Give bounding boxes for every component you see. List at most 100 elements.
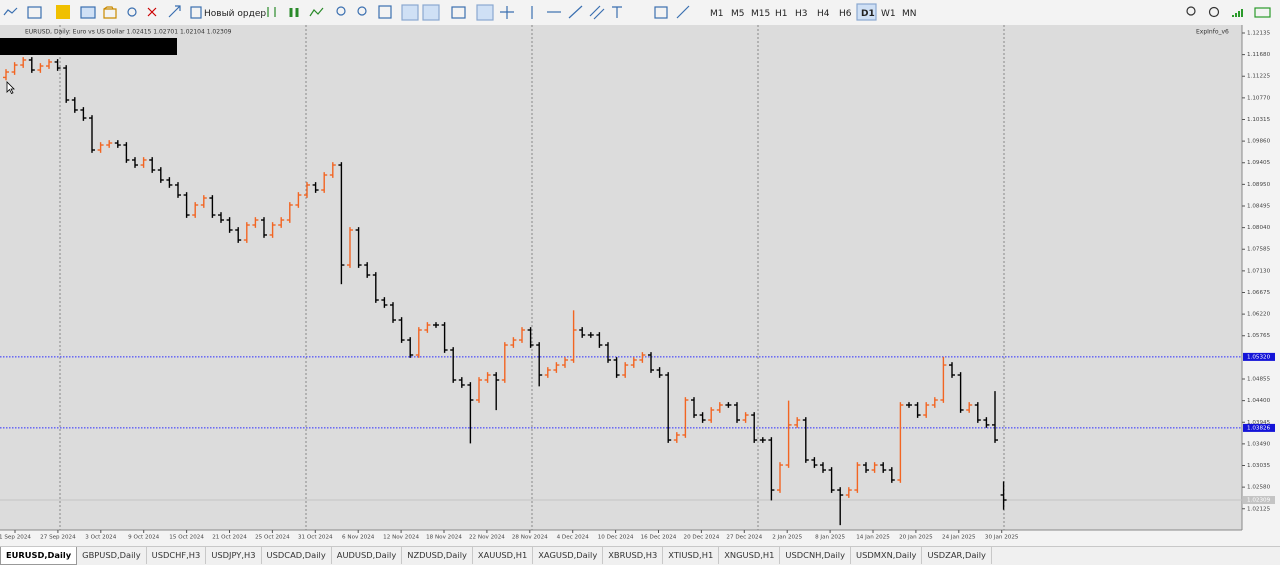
y-tick-label: 1.03945	[1247, 420, 1271, 426]
line-icon[interactable]	[309, 7, 324, 17]
current-price-box	[1243, 496, 1275, 505]
mouse-cursor	[6, 81, 15, 95]
timeframe-button[interactable]: M15	[751, 9, 770, 19]
signal-icon	[1232, 9, 1243, 17]
chart-type-icon[interactable]	[3, 7, 18, 16]
x-tick-label: 30 Jan 2025	[985, 535, 1019, 541]
plot-area	[0, 25, 1242, 530]
symbol-tab[interactable]: USDCHF,H3	[147, 547, 207, 564]
overlay-box	[0, 38, 177, 55]
crosshair-icon[interactable]	[500, 6, 514, 19]
x-tick-label: 9 Oct 2024	[128, 535, 159, 541]
symbol-tab[interactable]: USDCAD,Daily	[262, 547, 332, 564]
symbol-tab[interactable]: XBRUSD,H3	[603, 547, 664, 564]
signals-icon[interactable]	[56, 5, 70, 19]
candles-icon[interactable]	[289, 8, 299, 17]
y-tick-label: 1.11680	[1247, 52, 1271, 58]
y-tick-label: 1.02125	[1247, 506, 1271, 512]
y-tick-label: 1.06675	[1247, 290, 1271, 296]
template-icon[interactable]	[27, 6, 42, 19]
timeframe-button[interactable]: MN	[902, 9, 917, 19]
x-tick-label: 2 Jan 2025	[772, 535, 802, 541]
horizontal-line-label: 1.03826	[1247, 425, 1271, 431]
zoom-out-icon[interactable]	[357, 6, 367, 16]
timeframe-button[interactable]: D1	[861, 9, 875, 19]
symbol-tab[interactable]: XTIUSD,H1	[663, 547, 720, 564]
price-axis-area	[1242, 25, 1280, 530]
search-icon[interactable]	[1186, 6, 1196, 16]
y-tick-label: 1.07585	[1247, 247, 1271, 253]
x-tick-label: 31 Oct 2024	[298, 535, 333, 541]
close-icon[interactable]	[147, 7, 157, 17]
grid-icon[interactable]	[378, 5, 392, 19]
y-tick-label: 1.05765	[1247, 333, 1271, 339]
symbol-tab[interactable]: USDMXN,Daily	[851, 547, 923, 564]
x-tick-label: 28 Nov 2024	[512, 535, 548, 541]
symbol-tab[interactable]: XNGUSD,H1	[719, 547, 781, 564]
symbol-tab[interactable]: USDCNH,Daily	[780, 547, 852, 564]
y-tick-label: 1.08495	[1247, 203, 1271, 209]
x-tick-label: 27 Dec 2024	[726, 535, 762, 541]
autoscroll-button[interactable]	[401, 4, 419, 21]
y-tick-label: 1.02580	[1247, 485, 1271, 491]
new-order-label[interactable]: Новый ордер	[204, 9, 266, 19]
time-axis-area	[0, 530, 1280, 546]
timeframe-button[interactable]: H6	[839, 9, 852, 19]
account-icon[interactable]	[1208, 6, 1220, 18]
symbol-tab[interactable]: AUDUSD,Daily	[332, 547, 403, 564]
profiles-icon[interactable]	[80, 6, 96, 19]
channel-icon[interactable]	[589, 5, 605, 20]
symbol-tab[interactable]: GBPUSD,Daily	[77, 547, 147, 564]
chart-header: EURUSD, Daily: Euro vs US Dollar 1.02415…	[25, 29, 232, 36]
folder-icon[interactable]	[103, 6, 117, 19]
indicator-label: ExpInfo_v6	[1196, 29, 1229, 36]
active-timeframe-bg	[856, 3, 877, 21]
zoom-in-icon[interactable]	[336, 6, 346, 16]
x-tick-label: 1 Sep 2024	[0, 535, 31, 541]
x-tick-label: 22 Nov 2024	[469, 535, 505, 541]
y-tick-label: 1.09405	[1247, 160, 1271, 166]
market-icon[interactable]	[127, 7, 137, 17]
shift-button[interactable]	[422, 4, 440, 21]
x-tick-label: 6 Nov 2024	[342, 535, 375, 541]
order-icon[interactable]	[190, 6, 202, 19]
current-price-label: 1.02309	[1247, 498, 1271, 504]
x-tick-label: 20 Jan 2025	[899, 535, 933, 541]
timeframe-button[interactable]: W1	[881, 9, 896, 19]
y-tick-label: 1.09860	[1247, 139, 1271, 145]
x-tick-label: 14 Jan 2025	[856, 535, 890, 541]
symbol-tabs: EURUSD,Daily GBPUSD,Daily USDCHF,H3 USDJPY,…	[0, 546, 1280, 565]
y-tick-label: 1.03490	[1247, 441, 1271, 447]
symbol-tab[interactable]: XAGUSD,Daily	[533, 547, 604, 564]
x-tick-label: 10 Dec 2024	[598, 535, 634, 541]
objects-icon[interactable]	[676, 5, 690, 19]
y-tick-label: 1.04400	[1247, 398, 1271, 404]
y-tick-label: 1.03035	[1247, 463, 1271, 469]
cursor-button[interactable]	[476, 4, 494, 21]
y-tick-label: 1.04855	[1247, 376, 1271, 382]
expand-icon[interactable]	[168, 5, 181, 18]
timeframe-button[interactable]: M5	[731, 9, 745, 19]
symbol-tab[interactable]: USDJPY,H3	[206, 547, 262, 564]
timeframe-button[interactable]: H3	[795, 9, 808, 19]
period-separators	[59, 25, 1005, 530]
x-tick-label: 20 Dec 2024	[684, 535, 720, 541]
bars-icon[interactable]	[267, 7, 276, 17]
x-tick-label: 21 Oct 2024	[212, 535, 247, 541]
symbol-tab[interactable]: USDZAR,Daily	[922, 547, 992, 564]
x-tick-label: 12 Nov 2024	[383, 535, 419, 541]
timeframe-button[interactable]: H4	[817, 9, 830, 19]
horizontal-line-box	[1243, 423, 1275, 432]
symbol-tab[interactable]: XAUUSD,H1	[473, 547, 534, 564]
timeframe-button[interactable]: M1	[710, 9, 724, 19]
y-tick-label: 1.08040	[1247, 225, 1271, 231]
shapes-icon[interactable]	[654, 6, 668, 19]
timeframe-button[interactable]: H1	[775, 9, 788, 19]
text-icon[interactable]	[612, 6, 622, 18]
screenshot-icon[interactable]	[451, 6, 466, 19]
chart: 1.12135 1.11680 1.11225 1.10770 1.10315 1.098…	[0, 25, 1280, 546]
symbol-tab[interactable]: NZDUSD,Daily	[402, 547, 473, 564]
trendline-icon[interactable]	[568, 5, 583, 19]
y-tick-label: 1.11225	[1247, 74, 1271, 80]
symbol-tab[interactable]: EURUSD,Daily	[0, 547, 78, 565]
